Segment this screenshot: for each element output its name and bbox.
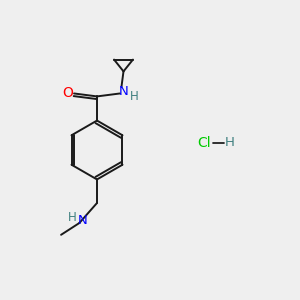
Text: N: N [77, 214, 87, 227]
Text: N: N [119, 85, 129, 98]
Text: H: H [68, 211, 76, 224]
Text: O: O [63, 85, 74, 100]
Text: Cl: Cl [198, 136, 211, 150]
Text: H: H [130, 91, 139, 103]
Text: H: H [225, 136, 234, 149]
